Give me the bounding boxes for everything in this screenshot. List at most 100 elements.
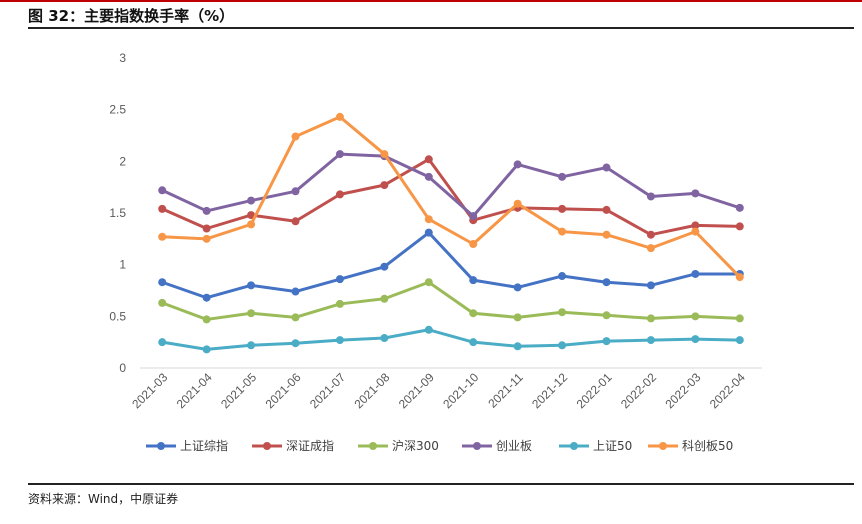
x-tick-label: 2021-12 bbox=[529, 370, 570, 411]
data-point bbox=[558, 308, 567, 317]
legend-label: 上证50 bbox=[593, 439, 632, 453]
data-point bbox=[335, 299, 344, 308]
data-point bbox=[424, 172, 433, 181]
data-point bbox=[735, 273, 744, 282]
source-note: 资料来源：Wind，中原证券 bbox=[28, 492, 179, 506]
data-point bbox=[291, 132, 300, 141]
series-line bbox=[160, 280, 742, 321]
data-point bbox=[646, 244, 655, 253]
series-line bbox=[160, 152, 742, 218]
legend-item: 科创板50 bbox=[648, 439, 733, 453]
legend-swatch-marker bbox=[369, 442, 377, 450]
data-point bbox=[380, 334, 389, 343]
legend-label: 深证成指 bbox=[286, 438, 334, 453]
data-point bbox=[424, 228, 433, 237]
x-tick-label: 2022-03 bbox=[662, 370, 703, 411]
chart-legend: 上证综指 深证成指 沪深300 创业板 上证50 科创板50 bbox=[146, 438, 733, 453]
series-5 bbox=[158, 325, 744, 354]
data-point bbox=[424, 155, 433, 164]
x-tick-label: 2021-06 bbox=[263, 370, 304, 411]
y-tick-label: 2.5 bbox=[109, 103, 126, 117]
data-point bbox=[513, 283, 522, 292]
series-line bbox=[160, 115, 742, 279]
series-3 bbox=[158, 278, 744, 324]
legend-item: 沪深300 bbox=[358, 439, 439, 453]
data-point bbox=[691, 221, 700, 230]
legend-item: 创业板 bbox=[462, 439, 532, 453]
data-point bbox=[646, 281, 655, 290]
legend-item: 上证50 bbox=[559, 439, 632, 453]
data-point bbox=[602, 311, 611, 320]
data-point bbox=[602, 205, 611, 214]
data-point bbox=[291, 187, 300, 196]
data-point bbox=[558, 204, 567, 213]
x-tick-label: 2022-01 bbox=[574, 370, 615, 411]
x-tick-label: 2022-04 bbox=[707, 370, 748, 411]
x-tick-label: 2021-04 bbox=[174, 370, 215, 411]
x-tick-label: 2021-11 bbox=[485, 370, 526, 411]
data-point bbox=[602, 163, 611, 172]
data-point bbox=[158, 278, 167, 287]
data-point bbox=[247, 196, 256, 205]
series-2 bbox=[158, 155, 744, 239]
x-tick-label: 2022-02 bbox=[618, 370, 659, 411]
data-point bbox=[158, 204, 167, 213]
data-point bbox=[424, 325, 433, 334]
data-point bbox=[691, 189, 700, 198]
data-point bbox=[424, 278, 433, 287]
data-point bbox=[602, 278, 611, 287]
data-point bbox=[558, 227, 567, 236]
data-point bbox=[646, 230, 655, 239]
data-point bbox=[646, 314, 655, 323]
series-line bbox=[160, 328, 742, 351]
data-point bbox=[691, 269, 700, 278]
data-point bbox=[513, 199, 522, 208]
x-tick-label: 2021-08 bbox=[351, 370, 392, 411]
data-point bbox=[602, 230, 611, 239]
y-tick-label: 1.5 bbox=[109, 206, 126, 220]
series-1 bbox=[158, 228, 744, 302]
top-accent-line bbox=[0, 0, 862, 2]
legend-item: 上证综指 bbox=[146, 438, 228, 453]
data-point bbox=[291, 217, 300, 226]
data-point bbox=[380, 294, 389, 303]
data-point bbox=[335, 275, 344, 284]
data-point bbox=[513, 313, 522, 322]
data-point bbox=[335, 112, 344, 121]
data-point bbox=[469, 212, 478, 221]
legend-swatch-marker bbox=[473, 442, 481, 450]
series-layer bbox=[158, 112, 744, 354]
data-point bbox=[202, 315, 211, 324]
series-line bbox=[160, 231, 742, 300]
data-point bbox=[469, 338, 478, 347]
title-rule bbox=[28, 27, 854, 29]
data-point bbox=[424, 215, 433, 224]
data-point bbox=[291, 287, 300, 296]
legend-swatch-marker bbox=[263, 442, 271, 450]
legend-label: 科创板50 bbox=[682, 439, 733, 453]
data-point bbox=[247, 341, 256, 350]
data-point bbox=[735, 314, 744, 323]
data-point bbox=[558, 172, 567, 181]
data-point bbox=[202, 345, 211, 354]
data-point bbox=[646, 336, 655, 345]
y-tick-label: 0.5 bbox=[109, 309, 126, 323]
y-tick-label: 3 bbox=[119, 51, 126, 65]
series-4 bbox=[158, 150, 744, 221]
data-point bbox=[202, 224, 211, 233]
data-point bbox=[158, 232, 167, 241]
data-point bbox=[469, 276, 478, 285]
data-point bbox=[335, 190, 344, 199]
data-point bbox=[691, 335, 700, 344]
data-point bbox=[691, 227, 700, 236]
data-point bbox=[513, 342, 522, 351]
data-point bbox=[158, 338, 167, 347]
data-point bbox=[735, 203, 744, 212]
data-point bbox=[602, 337, 611, 346]
data-point bbox=[380, 150, 389, 159]
figure-title: 图 32：主要指数换手率（%） bbox=[28, 7, 235, 25]
data-point bbox=[291, 339, 300, 348]
data-point bbox=[558, 272, 567, 281]
y-tick-label: 2 bbox=[119, 154, 126, 168]
